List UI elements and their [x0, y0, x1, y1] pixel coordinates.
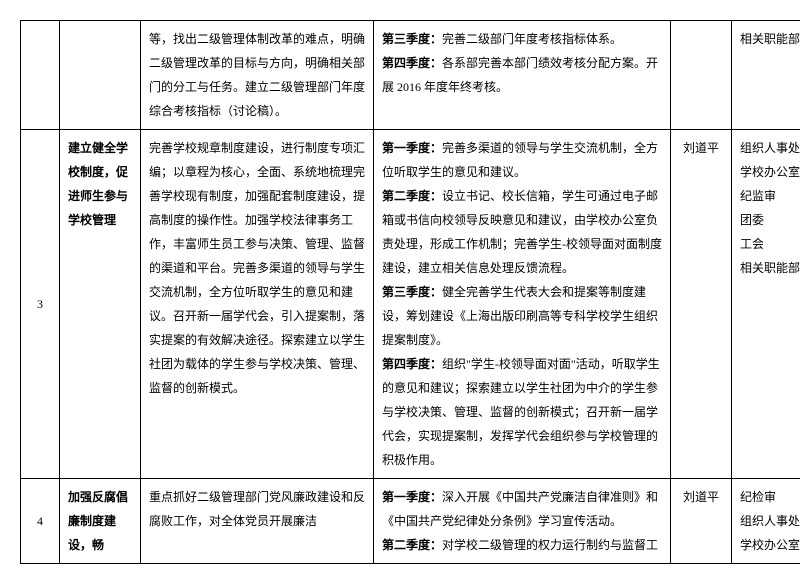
row-num: 3	[21, 130, 60, 479]
q4-text: 组织"学生-校领导面对面"活动，听取学生的意见和建议；探索建立以学生社团为中介的…	[382, 357, 660, 467]
q3-text: 完善二级部门年度考核指标体系。	[442, 32, 622, 46]
table-row: 等，找出二级管理体制改革的难点，明确二级管理改革的目标与方向，明确相关部门的分工…	[21, 21, 800, 130]
row-dept: 相关职能部门	[732, 21, 800, 130]
row-title: 加强反腐倡廉制度建设，畅	[60, 479, 141, 564]
row-person	[671, 21, 732, 130]
row-num: 4	[21, 479, 60, 564]
q1-label: 第一季度：	[382, 490, 442, 504]
row-person: 刘道平	[671, 479, 732, 564]
q2-label: 第二季度：	[382, 538, 442, 552]
row-quarter: 第三季度：完善二级部门年度考核指标体系。 第四季度：各系部完善本部门绩效考核分配…	[374, 21, 671, 130]
q2-text: 对学校二级管理的权力运行制约与监督工	[442, 538, 658, 552]
row-num	[21, 21, 60, 130]
row-desc: 重点抓好二级管理部门党风廉政建设和反腐败工作，对全体党员开展廉洁	[141, 479, 374, 564]
q1-label: 第一季度：	[382, 141, 442, 155]
row-person: 刘道平	[671, 130, 732, 479]
q4-label: 第四季度：	[382, 357, 442, 371]
row-desc: 完善学校规章制度建设，进行制度专项汇编；以章程为核心，全面、系统地梳理完善学校现…	[141, 130, 374, 479]
content-table: 等，找出二级管理体制改革的难点，明确二级管理改革的目标与方向，明确相关部门的分工…	[20, 20, 800, 564]
table-row: 3 建立健全学校制度，促进师生参与学校管理 完善学校规章制度建设，进行制度专项汇…	[21, 130, 800, 479]
row-quarter: 第一季度：完善多渠道的领导与学生交流机制，全方位听取学生的意见和建议。 第二季度…	[374, 130, 671, 479]
row-title	[60, 21, 141, 130]
row-desc: 等，找出二级管理体制改革的难点，明确二级管理改革的目标与方向，明确相关部门的分工…	[141, 21, 374, 130]
q3-label: 第三季度：	[382, 32, 442, 46]
row-dept: 纪检审 组织人事处 学校办公室	[732, 479, 800, 564]
row-dept: 组织人事处 学校办公室 纪监审 团委 工会 相关职能部门	[732, 130, 800, 479]
q2-label: 第二季度：	[382, 189, 442, 203]
row-quarter: 第一季度：深入开展《中国共产党廉洁自律准则》和《中国共产党纪律处分条例》学习宣传…	[374, 479, 671, 564]
q4-label: 第四季度：	[382, 56, 442, 70]
row-title: 建立健全学校制度，促进师生参与学校管理	[60, 130, 141, 479]
q3-label: 第三季度：	[382, 285, 442, 299]
table-row: 4 加强反腐倡廉制度建设，畅 重点抓好二级管理部门党风廉政建设和反腐败工作，对全…	[21, 479, 800, 564]
